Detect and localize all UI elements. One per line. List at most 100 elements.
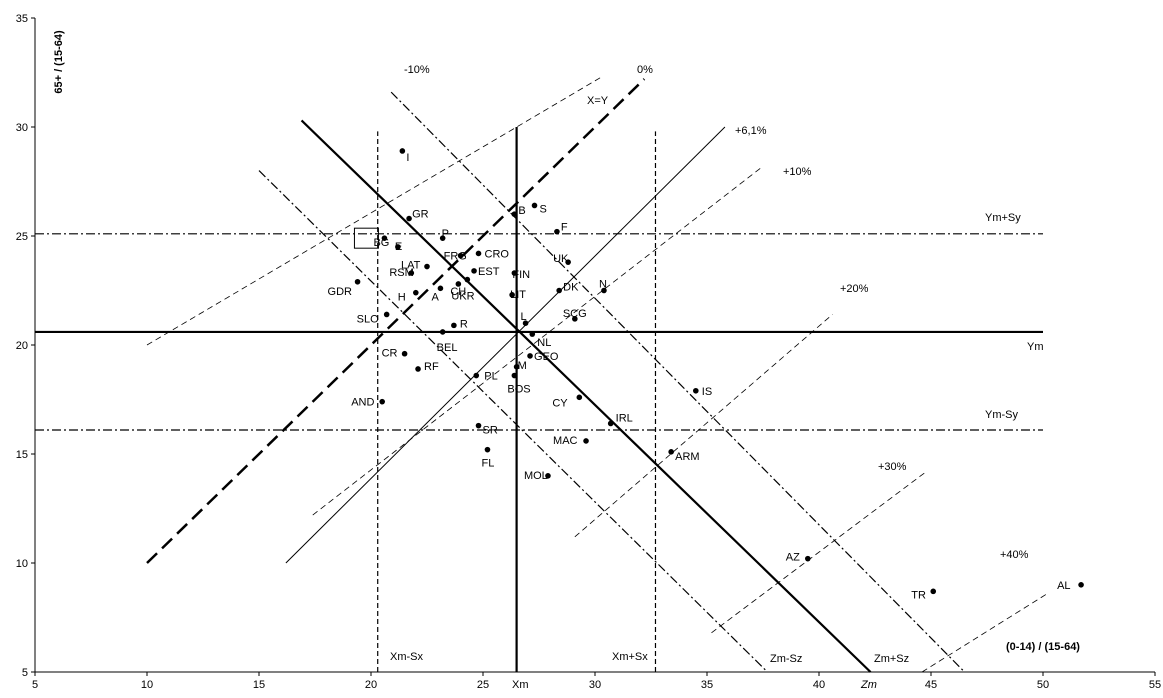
point-label: MAC [553,435,578,447]
data-point [413,289,419,296]
data-point [473,372,480,379]
label-ym: Ym [1027,341,1044,353]
data-point [527,353,533,359]
point-label: MOL [524,470,548,482]
point-label: N [599,279,607,291]
data-point [401,350,408,357]
point-label: AL [1057,580,1070,592]
point-label: EST [478,266,500,278]
data-point [556,287,562,294]
point-label: P [442,228,449,240]
point-label: CH [450,286,466,298]
point-label: TR [911,589,926,601]
data-point [511,372,518,379]
pct-10-line [312,165,764,516]
point-label: BEL [437,342,458,354]
label-pct-30: +30% [878,461,907,473]
point-label: IRL [616,412,633,424]
point-label: I [406,152,409,164]
point-label: CRO [485,248,510,260]
data-point [415,366,421,372]
data-point [424,263,430,270]
data-point [693,387,699,394]
data-point [439,235,446,241]
data-point [529,331,536,337]
point-label: ARM [675,451,699,463]
point-label: GEO [534,351,559,363]
label-x-eq-y: X=Y [587,95,609,107]
label-pct-0: 0% [637,64,653,76]
data-point [406,215,412,222]
data-point [457,252,464,259]
pct-30-line [711,471,927,634]
point-label: FL [481,458,494,470]
x-tick-label: 40 [813,679,825,691]
x-tick-label: 55 [1149,679,1161,691]
label-pct-6-1: +6,1% [735,125,767,137]
data-point [475,422,482,429]
data-point [451,322,457,329]
y-tick-label: 35 [16,13,28,25]
data-point [379,398,386,405]
data-point [668,449,674,455]
point-label: A [431,291,439,303]
point-label: SR [483,425,498,437]
point-label: B [518,205,525,217]
data-point [408,270,415,276]
data-point [513,364,520,370]
x-tick-label: 20 [365,679,377,691]
pct-6-1-line [285,126,726,564]
point-label: GR [412,209,429,221]
data-point [475,250,482,257]
point-label: SLO [357,313,379,325]
data-point [399,148,406,154]
y-tick-label: 30 [16,122,28,134]
highlight-box [353,227,379,249]
point-label: S [540,203,547,215]
data-point [531,202,538,209]
point-label: H [398,292,406,304]
label-pct-minus10: -10% [404,64,430,76]
zm-minus-sz-line [258,170,768,673]
point-label: DK [563,282,579,294]
y-axis-label: 65+ / (15-64) [53,30,65,94]
point-label: LIT [510,289,526,301]
data-point [545,473,551,479]
point-label: PL [484,371,497,383]
data-point [511,270,518,276]
label-ym-plus-sy: Ym+Sy [985,212,1021,224]
data-point [565,259,571,265]
point-label: E [395,241,402,253]
x-tick-label: 45 [925,679,937,691]
point-label: FIN [512,269,530,281]
pct-minus10-line [146,76,602,346]
label-pct-40: +40% [1000,549,1029,561]
point-label: CR [382,348,398,360]
y-tick-label: 10 [16,558,28,570]
pct-40-line [921,593,1048,673]
point-label: M [518,360,527,372]
label-zm-minus-sz: Zm-Sz [770,653,802,665]
point-label: RF [424,361,439,373]
data-point [464,276,471,283]
x-tick-label: 35 [701,679,713,691]
point-label: AZ [786,552,800,564]
data-point [455,281,462,287]
point-label: SCG [563,308,587,320]
data-point [930,588,937,595]
data-point [572,316,578,322]
y-tick-label: 15 [16,449,28,461]
data-point [554,228,560,235]
pct-20-line [574,314,833,538]
point-label: BOS [507,384,530,396]
label-xm-plus-sx: Xm+Sx [612,651,648,663]
data-point [1078,582,1084,588]
data-point [583,438,589,444]
point-label: LAT [401,260,421,272]
data-point [484,446,491,453]
x-tick-label: 10 [141,679,153,691]
data-point [471,268,477,274]
